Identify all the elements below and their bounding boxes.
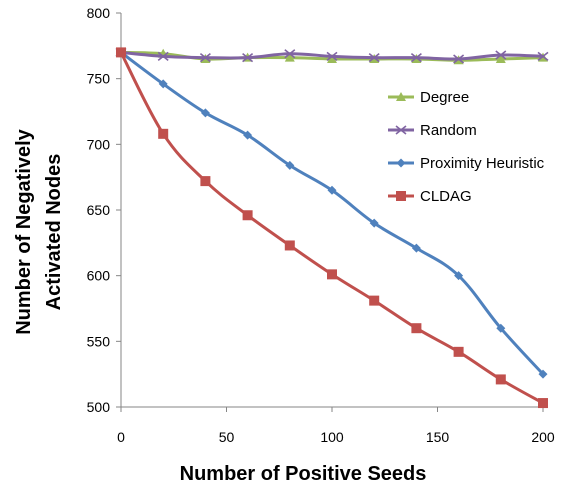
data-point-proximity-heuristic xyxy=(538,369,548,379)
data-point-cldag xyxy=(453,346,464,357)
x-axis-title: Number of Positive Seeds xyxy=(180,463,427,485)
data-point-random-stroke xyxy=(326,51,338,61)
legend-label-proximity-heuristic: Proximity Heuristic xyxy=(420,155,545,172)
data-point-random xyxy=(453,54,465,64)
data-point-random xyxy=(242,53,254,63)
data-point-cldag xyxy=(538,398,548,409)
data-point-proximity-heuristic xyxy=(496,323,506,333)
data-point-proximity-heuristic xyxy=(327,185,337,195)
series-proximity-heuristic xyxy=(116,47,548,379)
series-line-cldag xyxy=(119,51,544,405)
data-point-random-stroke xyxy=(242,53,254,63)
data-point-cldag xyxy=(411,323,422,334)
legend-marker-random-stroke xyxy=(395,125,407,135)
x-tick-label: 50 xyxy=(219,429,235,445)
y-axis: 500 550 600 650 700 750 800 xyxy=(87,5,122,415)
x-tick-label: 150 xyxy=(426,429,450,445)
data-point-cldag xyxy=(495,374,506,385)
data-point-random-stroke xyxy=(368,53,380,63)
data-point-random xyxy=(537,51,549,61)
x-tick-label: 0 xyxy=(117,429,125,445)
y-axis-title-line-2: Activated Nodes xyxy=(43,154,65,311)
data-point-cldag xyxy=(284,240,295,251)
data-point-random xyxy=(368,53,380,63)
legend-marker-random xyxy=(395,125,407,135)
legend-item-random: Random xyxy=(388,122,477,139)
data-point-random-stroke xyxy=(495,50,507,60)
data-point-cldag xyxy=(116,47,126,58)
data-point-proximity-heuristic xyxy=(411,243,421,253)
data-point-proximity-heuristic xyxy=(200,108,210,118)
series-cldag xyxy=(116,47,548,409)
data-point-random-stroke xyxy=(537,51,549,61)
legend-marker-cldag xyxy=(396,191,406,201)
data-point-random xyxy=(284,49,296,59)
data-point-degree xyxy=(284,52,295,62)
y-axis-title: Number of Negatively Activated Nodes xyxy=(13,128,65,334)
y-tick-label: 500 xyxy=(87,399,111,415)
legend-marker-proximity-heuristic xyxy=(396,158,406,168)
legend-item-proximity-heuristic: Proximity Heuristic xyxy=(388,155,545,172)
data-point-proximity-heuristic xyxy=(243,130,253,140)
data-point-cldag xyxy=(200,176,211,187)
data-point-proximity-heuristic xyxy=(369,218,379,228)
data-point-proximity-heuristic xyxy=(285,160,295,170)
x-tick-label: 200 xyxy=(531,429,555,445)
data-point-random xyxy=(199,53,211,63)
data-point-proximity-heuristic xyxy=(158,79,168,89)
legend-item-cldag: CLDAG xyxy=(388,188,472,205)
data-point-cldag xyxy=(242,210,253,221)
data-point-proximity-heuristic xyxy=(454,271,464,281)
legend: Degree Random Proximity Heuristic CLDAG xyxy=(388,89,545,205)
y-tick-label: 700 xyxy=(87,136,111,152)
data-point-degree xyxy=(327,53,337,63)
series-layer xyxy=(115,47,549,409)
legend-marker-degree xyxy=(396,92,406,101)
legend-label-degree: Degree xyxy=(420,89,469,106)
data-point-random xyxy=(157,51,169,61)
data-point-random xyxy=(495,50,507,60)
y-tick-label: 600 xyxy=(87,268,111,284)
y-tick-label: 650 xyxy=(87,202,111,218)
data-point-random-stroke xyxy=(199,53,211,63)
data-point-random-stroke xyxy=(284,49,296,59)
y-tick-label: 750 xyxy=(87,71,111,87)
x-axis: 0 50 100 150 200 xyxy=(117,406,555,445)
y-tick-label: 550 xyxy=(87,333,111,349)
data-point-random-stroke xyxy=(157,51,169,61)
data-point-cldag xyxy=(327,269,337,280)
legend-label-random: Random xyxy=(420,122,477,139)
data-point-random-stroke xyxy=(453,54,465,64)
data-point-random xyxy=(410,53,422,63)
data-point-cldag xyxy=(158,128,169,139)
y-tick-label: 800 xyxy=(87,5,111,21)
data-point-cldag xyxy=(369,295,380,306)
legend-label-cldag: CLDAG xyxy=(420,188,472,205)
series-line-proximity-heuristic xyxy=(120,51,545,376)
data-point-degree xyxy=(495,53,506,63)
x-tick-label: 100 xyxy=(320,429,344,445)
data-point-random-stroke xyxy=(410,53,422,63)
y-axis-title-line-1: Number of Negatively xyxy=(13,128,35,334)
data-point-random xyxy=(326,51,338,61)
legend-item-degree: Degree xyxy=(388,89,469,106)
